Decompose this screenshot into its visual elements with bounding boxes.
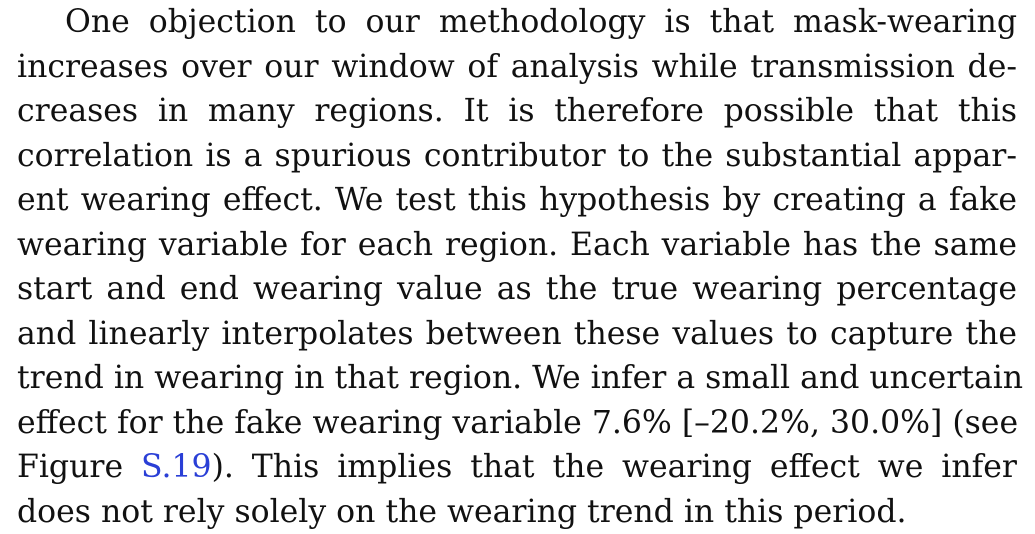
paragraph-line-with-link: Figure S.19). This implies that the wear… (17, 445, 1017, 490)
paragraph-line: increases over our window of analysis wh… (17, 45, 1017, 90)
figure-reference-link[interactable]: S.19 (141, 449, 212, 485)
body-paragraph: One objection to our methodology is that… (17, 0, 1017, 534)
paragraph-line: correlation is a spurious contributor to… (17, 134, 1017, 179)
line-text-before-link: Figure (17, 449, 141, 485)
paragraph-line: trend in wearing in that region. We infe… (17, 356, 1017, 401)
paragraph-line: One objection to our methodology is that… (17, 0, 1017, 45)
paragraph-line: ent wearing effect. We test this hypothe… (17, 178, 1017, 223)
paragraph-line: and linearly interpolates between these … (17, 312, 1017, 357)
paragraph-line: start and end wearing value as the true … (17, 267, 1017, 312)
paragraph-line: creases in many regions. It is therefore… (17, 89, 1017, 134)
line-text-after-link: ). This implies that the wearing effect … (212, 449, 1017, 485)
paragraph-line: does not rely solely on the wearing tren… (17, 490, 1017, 534)
paragraph-line: effect for the fake wearing variable 7.6… (17, 401, 1017, 446)
paragraph-line: wearing variable for each region. Each v… (17, 223, 1017, 268)
